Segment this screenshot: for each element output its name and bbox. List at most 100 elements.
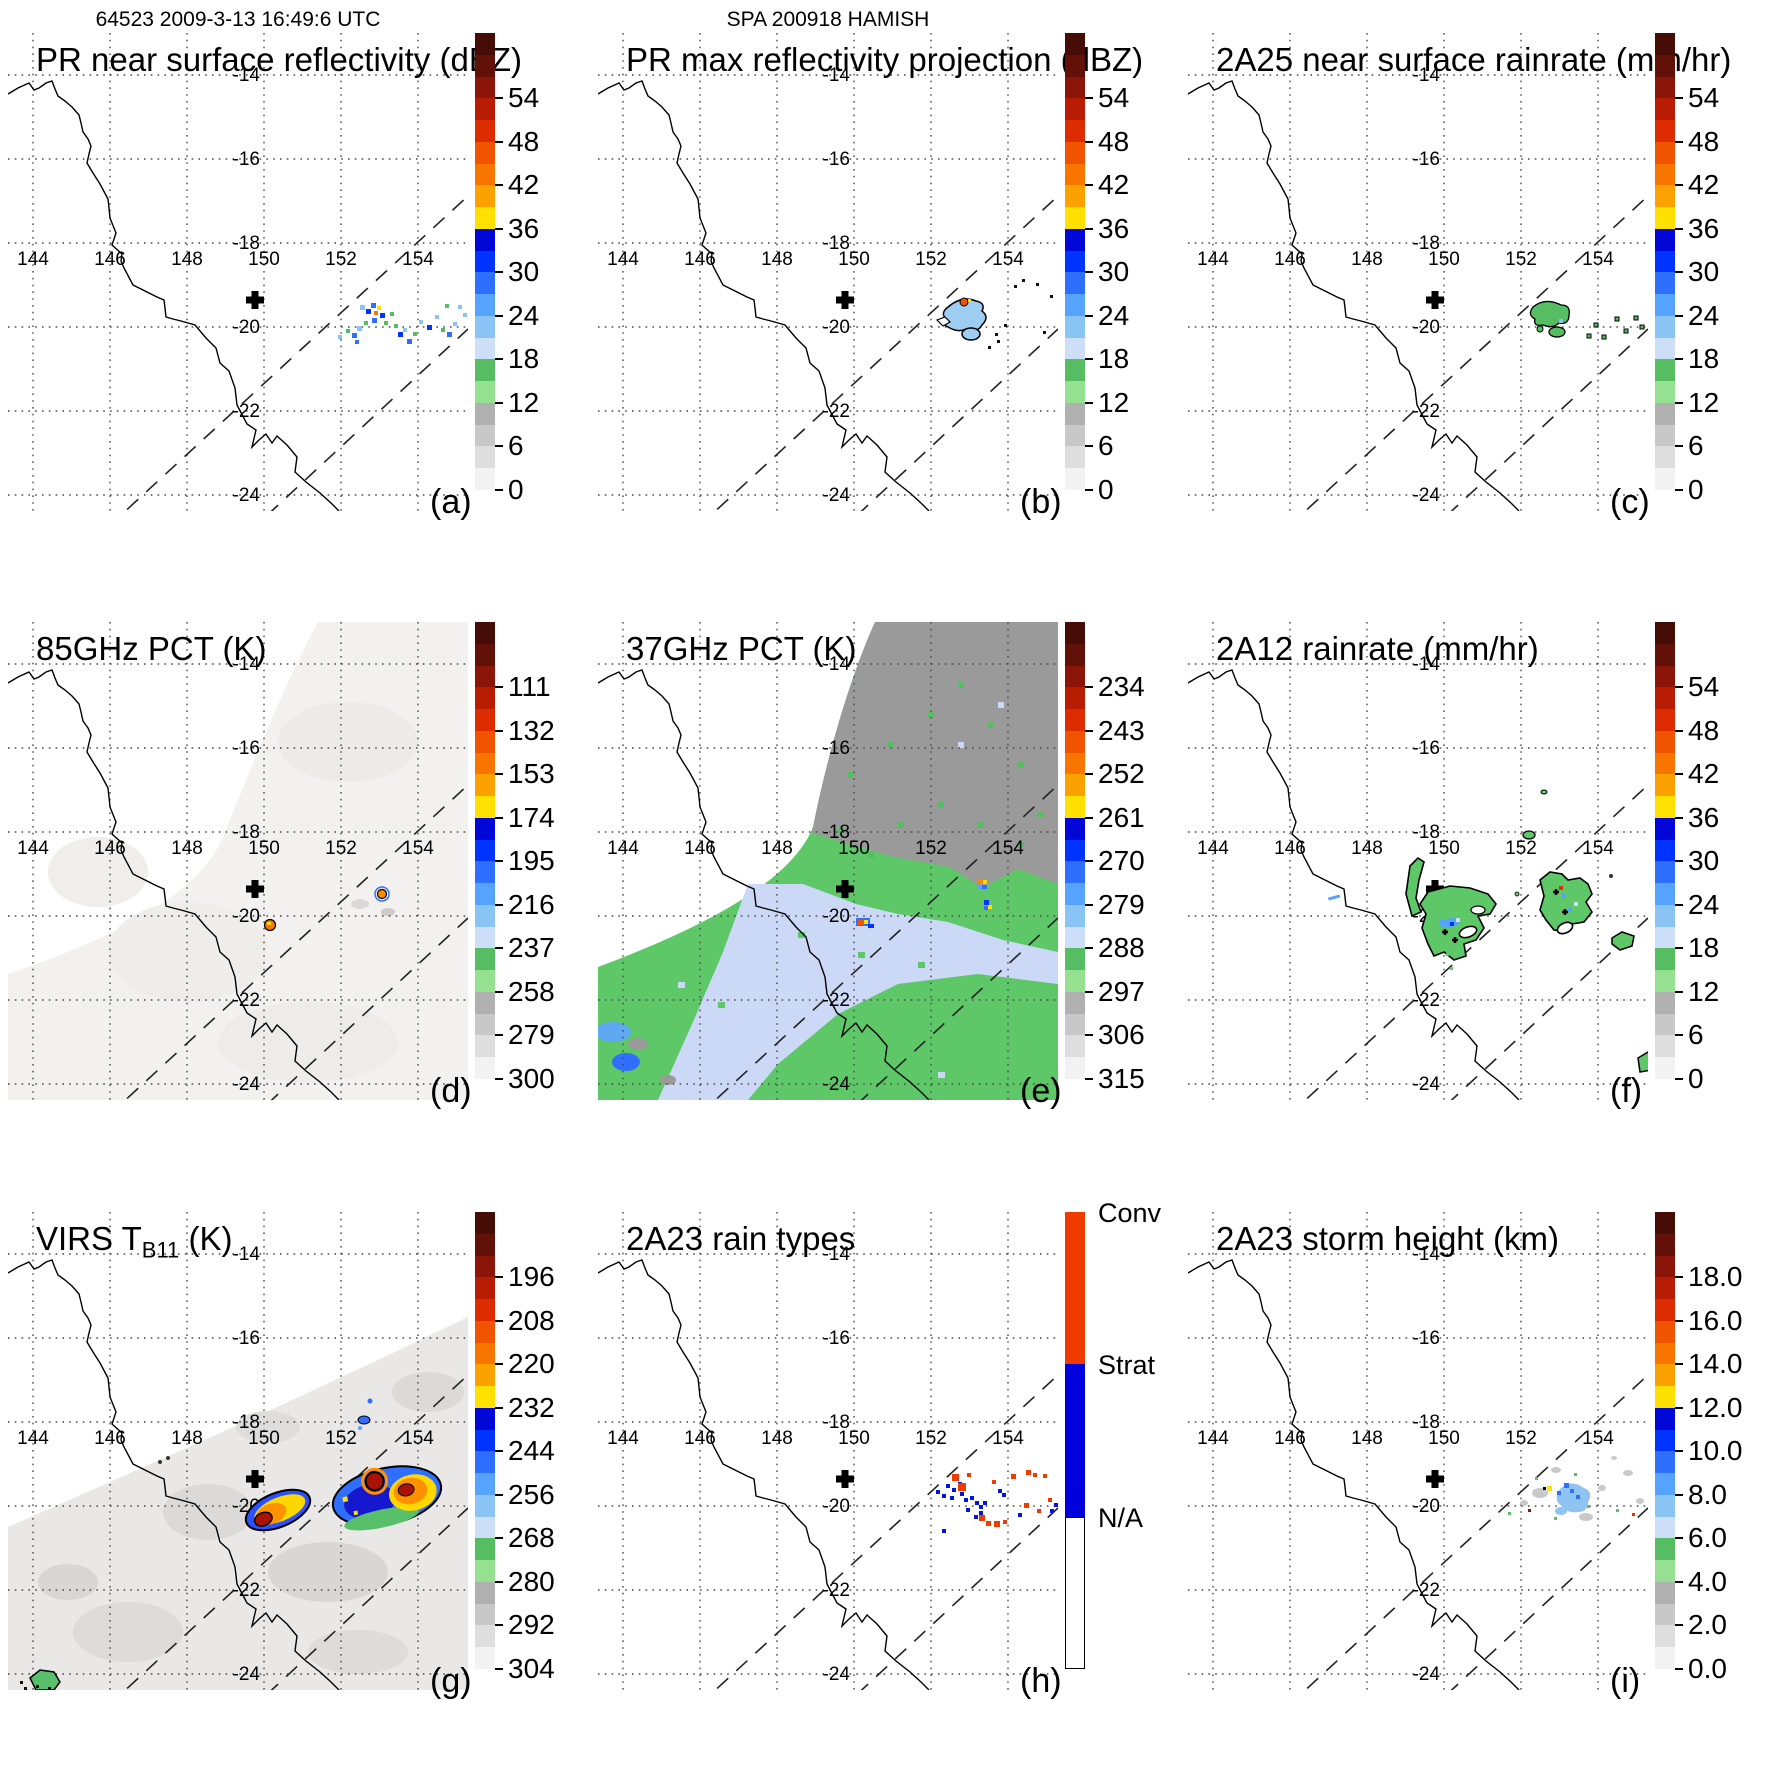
- colorbar-segment: [1065, 991, 1085, 1014]
- colorbar-segment: [1065, 948, 1085, 970]
- colorbar-segment: [1065, 33, 1085, 55]
- colorbar-tick-label: 30: [1688, 256, 1720, 288]
- colorbar-tick: [1085, 401, 1093, 404]
- colorbar-tick-label: 18.0: [1688, 1261, 1743, 1293]
- colorbar-segment: [1655, 1647, 1675, 1669]
- colorbar-tick-label: 6.0: [1688, 1522, 1727, 1554]
- map-h: [598, 1212, 1058, 1690]
- colorbar-segment: [1655, 1364, 1675, 1386]
- colorbar-tick: [495, 1319, 503, 1322]
- colorbar-segment: [1655, 1581, 1675, 1604]
- colorbar-segment: [1655, 1451, 1675, 1473]
- colorbar-tick: [495, 401, 503, 404]
- colorbar-tick: [495, 1078, 503, 1080]
- colorbar-segment: [1655, 1494, 1675, 1517]
- colorbar-category-label: Conv: [1098, 1198, 1162, 1229]
- colorbar-tick-label: 243: [1098, 714, 1145, 746]
- colorbar-segment: [1655, 1057, 1675, 1079]
- colorbar-segment: [1065, 687, 1085, 709]
- colorbar-tick: [1675, 445, 1683, 448]
- colorbar-category-label: N/A: [1098, 1502, 1144, 1533]
- colorbar-tick: [1085, 140, 1093, 143]
- colorbar-bar: [1655, 33, 1675, 490]
- colorbar-tick-label: 36: [1098, 212, 1130, 244]
- colorbar-segment: [1065, 970, 1085, 992]
- colorbar-segment: [1065, 185, 1085, 207]
- colorbar-tick-label: 30: [1688, 845, 1720, 877]
- colorbar-tick-label: 18: [1688, 932, 1720, 964]
- colorbar-segment: [1655, 1342, 1675, 1365]
- colorbar-segment: [475, 883, 495, 905]
- storm-height-pixels: [1508, 1456, 1644, 1521]
- colorbar-segment: [475, 1473, 495, 1495]
- colorbar-segment: [475, 1057, 495, 1079]
- colorbar-tick: [1675, 1363, 1683, 1366]
- colorbar-segment: [475, 315, 495, 338]
- colorbar-segment: [1065, 468, 1085, 490]
- colorbar-segment: [1655, 294, 1675, 316]
- colorbar-segment: [475, 1212, 495, 1234]
- colorbar-tick: [1085, 773, 1093, 776]
- map-g: [8, 1212, 468, 1690]
- colorbar-segment: [475, 970, 495, 992]
- colorbar-tick: [1085, 314, 1093, 317]
- colorbar-tick-label: 24: [1688, 299, 1720, 331]
- colorbar-segment: [1655, 1212, 1675, 1234]
- colorbar-tick-label: 30: [1098, 256, 1130, 288]
- colorbar-segment: [1655, 1233, 1675, 1256]
- colorbar-segment: [475, 1299, 495, 1321]
- colorbar-segment: [1655, 752, 1675, 775]
- map-e: [598, 622, 1058, 1100]
- colorbar-tick-label: 232: [508, 1391, 555, 1423]
- colorbar-segment: [475, 468, 495, 490]
- colorbar-tick-label: 6: [508, 430, 524, 462]
- map-d: [8, 622, 468, 1100]
- map-f: [1188, 622, 1648, 1100]
- colorbar-segment: [475, 1364, 495, 1386]
- colorbar-segment: [1065, 796, 1085, 818]
- colorbar-tick: [1675, 816, 1683, 819]
- colorbar-segment: [475, 904, 495, 927]
- colorbar-segment: [1655, 1625, 1675, 1647]
- colorbar-tick: [1675, 1406, 1683, 1409]
- colorbar-segment: [475, 1035, 495, 1057]
- colorbar-tick: [495, 184, 503, 187]
- colorbar-segment: [1655, 76, 1675, 99]
- colorbar-tick: [1085, 947, 1093, 950]
- colorbar-tick-label: 297: [1098, 975, 1145, 1007]
- colorbar-tick: [1675, 729, 1683, 732]
- colorbar-segment: [1655, 1429, 1675, 1452]
- panel-title-e: 37GHz PCT (K): [626, 630, 857, 667]
- colorbar-segment: [1065, 752, 1085, 775]
- colorbar-segment: [1655, 163, 1675, 186]
- panel-title-g-end: (K): [179, 1220, 233, 1257]
- colorbar-bar: [475, 1212, 495, 1669]
- colorbar-segment: [1655, 1538, 1675, 1560]
- colorbar-tick-label: 234: [1098, 671, 1145, 703]
- colorbar-tick-label: 42: [1098, 169, 1130, 201]
- colorbar-segment: [1655, 1603, 1675, 1626]
- colorbar-tick: [495, 816, 503, 819]
- colorbar-bar: [475, 622, 495, 1079]
- panel-letter-g: (g): [430, 1662, 472, 1700]
- colorbar-tick: [1675, 1537, 1683, 1540]
- colorbar-segment: [475, 424, 495, 447]
- colorbar-segment: [1655, 883, 1675, 905]
- colorbar-segment: [1655, 446, 1675, 468]
- colorbar-segment: [1065, 250, 1085, 273]
- colorbar-tick-label: 18: [1098, 343, 1130, 375]
- colorbar-tick: [495, 227, 503, 230]
- colorbar-category-label: Strat: [1098, 1350, 1156, 1381]
- colorbar-segment: [475, 1320, 495, 1343]
- colorbar-segment: [475, 817, 495, 840]
- colorbar-tick-label: 244: [508, 1435, 555, 1467]
- colorbar-segment: [475, 1277, 495, 1299]
- colorbar-tick-label: 261: [1098, 801, 1145, 833]
- colorbar-segment: [1655, 98, 1675, 120]
- panel-i: 2A23 storm height (km) (i) 18.0 16.0 14.0 1…: [1188, 1212, 1771, 1700]
- colorbar-segment: [1655, 185, 1675, 207]
- colorbar-segment: [1065, 294, 1085, 316]
- colorbar-segment: [1655, 774, 1675, 796]
- colorbar-rainrate-f: 54 48 42 36 30 24 18 12 6 0: [1655, 622, 1765, 1094]
- colorbar-tick: [495, 1493, 503, 1496]
